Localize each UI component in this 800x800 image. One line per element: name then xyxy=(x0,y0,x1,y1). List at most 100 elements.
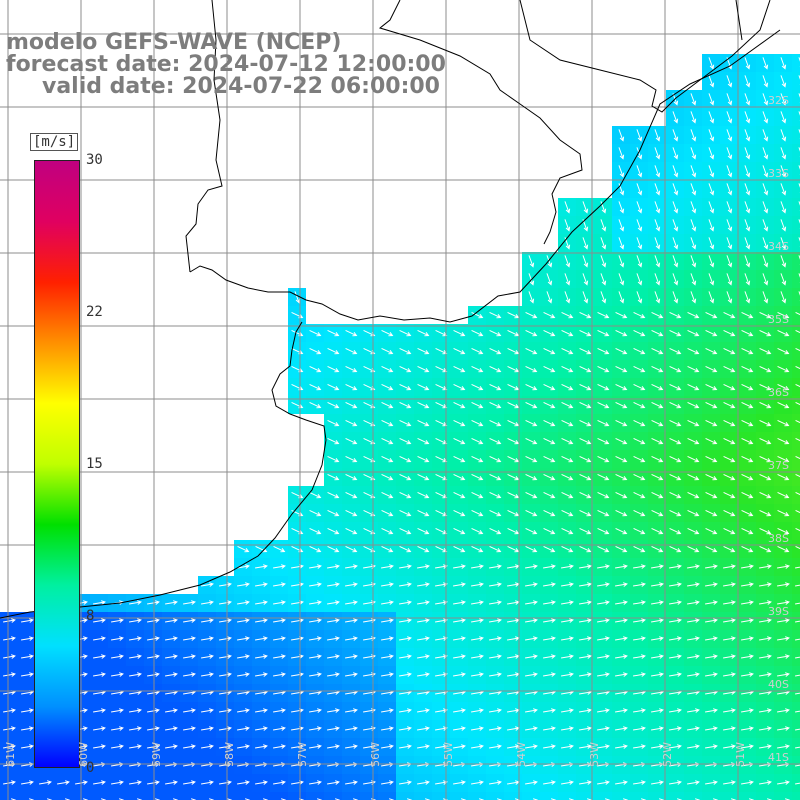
wind-arrow-icon xyxy=(597,492,610,499)
wind-arrow-icon xyxy=(435,726,448,731)
wind-arrow-icon xyxy=(579,744,592,749)
wind-arrow-icon xyxy=(777,744,790,749)
wind-arrow-icon xyxy=(507,330,520,337)
wind-arrow-icon xyxy=(183,744,196,749)
wind-arrow-icon xyxy=(669,438,682,445)
wind-arrow-icon xyxy=(654,219,661,232)
wind-arrow-icon xyxy=(543,384,556,391)
wind-arrow-icon xyxy=(489,726,502,731)
wind-arrow-icon xyxy=(708,237,715,250)
wind-arrow-icon xyxy=(795,782,800,785)
wind-arrow-icon xyxy=(741,474,754,481)
wind-arrow-icon xyxy=(471,582,484,587)
wind-arrow-icon xyxy=(708,129,715,142)
wind-arrow-icon xyxy=(561,312,574,319)
wind-arrow-icon xyxy=(759,528,772,535)
wind-arrow-icon xyxy=(780,219,787,232)
wind-cell xyxy=(684,792,702,800)
wind-arrow-icon xyxy=(453,600,466,605)
wind-arrow-icon xyxy=(327,636,340,641)
wind-arrow-icon xyxy=(741,780,754,785)
wind-arrow-icon xyxy=(780,291,787,304)
wind-arrow-icon xyxy=(93,708,106,713)
wind-arrow-icon xyxy=(795,528,800,532)
wind-arrow-icon xyxy=(3,672,16,677)
wind-arrow-icon xyxy=(651,438,664,445)
wind-arrow-icon xyxy=(417,708,430,713)
wind-arrow-icon xyxy=(309,564,322,569)
wind-arrow-icon xyxy=(723,582,736,587)
wind-arrow-icon xyxy=(453,654,466,659)
wind-arrow-icon xyxy=(435,672,448,677)
wind-arrow-icon xyxy=(183,636,196,641)
wind-arrow-icon xyxy=(762,57,769,70)
legend-color-bar xyxy=(34,160,80,768)
wind-arrow-icon xyxy=(777,708,790,713)
wind-arrow-icon xyxy=(525,726,538,731)
wind-arrow-icon xyxy=(795,638,800,641)
wind-arrow-icon xyxy=(381,582,394,587)
wind-arrow-icon xyxy=(327,546,340,553)
wind-arrow-icon xyxy=(726,291,733,304)
wind-arrow-icon xyxy=(528,255,535,268)
wind-arrow-icon xyxy=(615,510,628,517)
wind-arrow-icon xyxy=(165,600,178,605)
wind-arrow-icon xyxy=(546,273,553,286)
wind-arrow-icon xyxy=(672,255,679,268)
river-border xyxy=(185,0,223,273)
wind-cell xyxy=(270,792,288,800)
wind-arrow-icon xyxy=(543,366,556,373)
wind-arrow-icon xyxy=(417,744,430,749)
valid-date: valid date: 2024-07-22 06:00:00 xyxy=(42,74,440,99)
wind-arrow-icon xyxy=(741,708,754,713)
wind-arrow-icon xyxy=(111,672,124,677)
wind-arrow-icon xyxy=(777,348,790,355)
wind-arrow-icon xyxy=(687,654,700,659)
wind-cell xyxy=(792,468,800,486)
wind-arrow-icon xyxy=(744,111,751,124)
wind-arrow-icon xyxy=(651,546,664,553)
wind-arrow-icon xyxy=(417,726,430,731)
wind-arrow-icon xyxy=(618,219,625,232)
wind-arrow-icon xyxy=(759,708,772,713)
wind-arrow-icon xyxy=(705,474,718,481)
wind-arrow-icon xyxy=(147,708,160,713)
wind-arrow-icon xyxy=(435,582,448,587)
wind-arrow-icon xyxy=(615,474,628,481)
wind-arrow-icon xyxy=(741,312,754,319)
wind-arrow-icon xyxy=(597,402,610,409)
wind-arrow-icon xyxy=(183,726,196,731)
wind-arrow-icon xyxy=(3,780,16,785)
wind-arrow-icon xyxy=(759,312,772,319)
wind-arrow-icon xyxy=(615,384,628,391)
wind-arrow-icon xyxy=(708,147,715,160)
wind-arrow-icon xyxy=(579,420,592,427)
wind-arrow-icon xyxy=(525,780,538,785)
wind-arrow-icon xyxy=(381,366,394,373)
wind-arrow-icon xyxy=(759,456,772,463)
wind-arrow-icon xyxy=(417,582,430,587)
wind-arrow-icon xyxy=(417,456,430,463)
wind-arrow-icon xyxy=(453,456,466,463)
wind-arrow-icon xyxy=(525,708,538,713)
wind-arrow-icon xyxy=(669,420,682,427)
wind-arrow-icon xyxy=(219,582,232,587)
wind-arrow-icon xyxy=(273,564,286,569)
wind-arrow-icon xyxy=(435,618,448,623)
wind-arrow-icon xyxy=(708,111,715,124)
wind-arrow-icon xyxy=(726,255,733,268)
wind-arrow-icon xyxy=(399,456,412,463)
wind-arrow-icon xyxy=(255,672,268,677)
lat-label: 36S xyxy=(768,386,789,399)
wind-arrow-icon xyxy=(705,636,718,641)
wind-arrow-icon xyxy=(471,636,484,641)
wind-arrow-icon xyxy=(255,600,268,605)
wind-cell xyxy=(792,540,800,558)
wind-arrow-icon xyxy=(687,402,700,409)
wind-arrow-icon xyxy=(615,618,628,623)
wind-cell xyxy=(792,702,800,720)
wind-arrow-icon xyxy=(723,672,736,677)
wind-arrow-icon xyxy=(651,510,664,517)
wind-arrow-icon xyxy=(636,291,643,304)
wind-arrow-icon xyxy=(687,510,700,517)
